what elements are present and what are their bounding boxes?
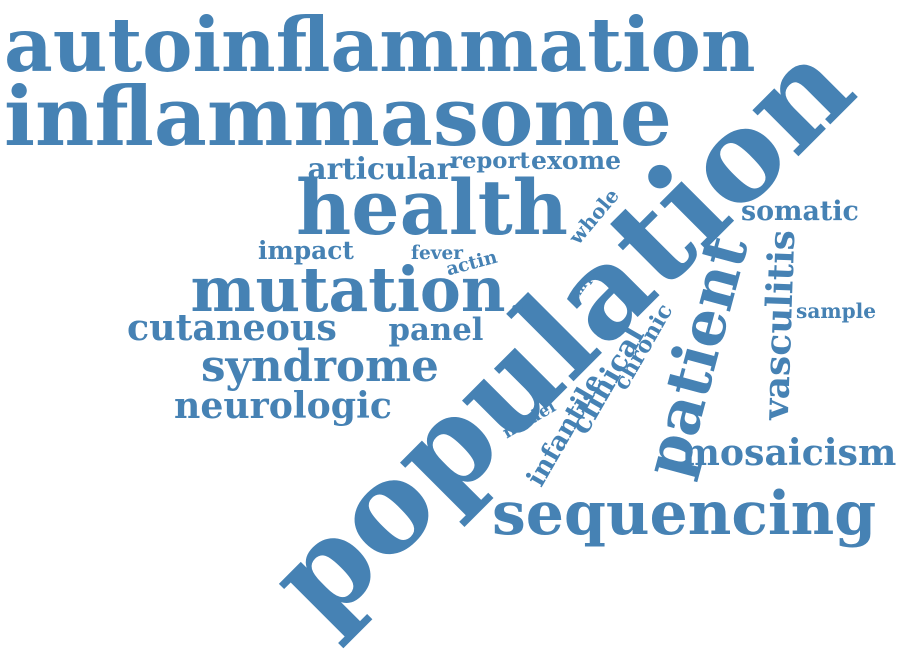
word-vasculitis: vasculitis — [754, 229, 804, 421]
word-cutaneous: cutaneous — [127, 306, 337, 349]
word-neurologic: neurologic — [174, 384, 392, 427]
word-inflammasome: inflammasome — [4, 69, 672, 165]
word-sequencing: sequencing — [492, 479, 877, 549]
word-cell: cell — [512, 302, 530, 313]
word-mosaicism: mosaicism — [681, 431, 897, 474]
word-fever: fever — [411, 242, 463, 264]
word-sample: sample — [796, 299, 877, 323]
word-health: health — [296, 163, 568, 252]
word-syndrome: syndrome — [201, 341, 439, 392]
word-somatic: somatic — [741, 195, 859, 227]
word-articular: articular — [307, 151, 453, 186]
word-impact: impact — [258, 235, 354, 265]
word-panel: panel — [388, 311, 484, 348]
word-autoinflammation: autoinflammation — [4, 0, 756, 89]
word-exome: exome — [531, 144, 622, 175]
word-report: report — [450, 147, 530, 174]
word-mutation: mutation — [190, 253, 506, 326]
